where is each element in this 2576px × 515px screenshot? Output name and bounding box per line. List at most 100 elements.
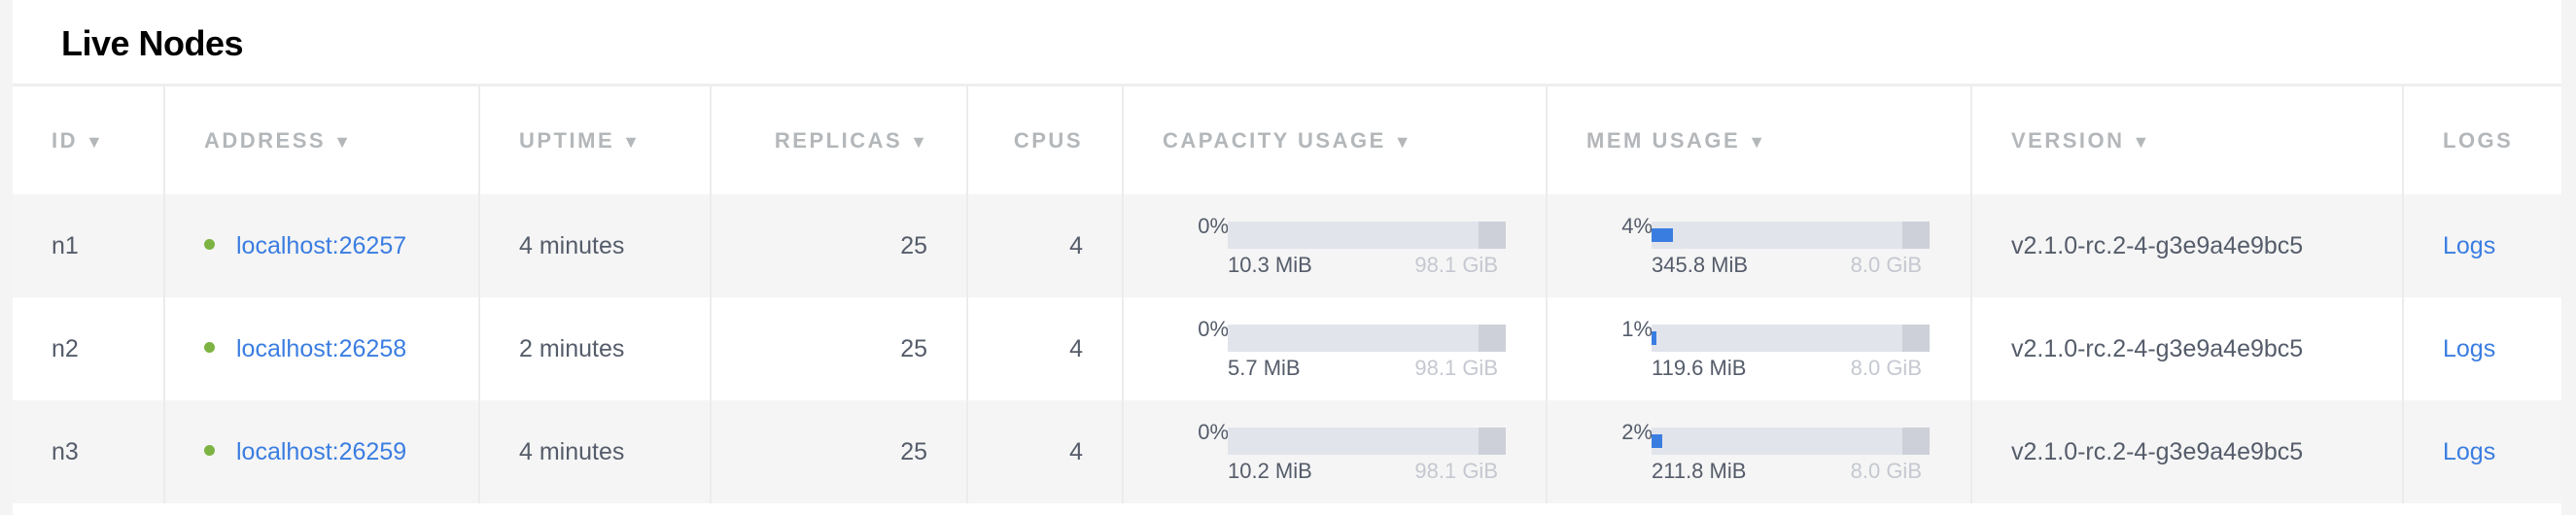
- uptime: 4 minutes: [478, 400, 711, 503]
- logs-cell: Logs: [2402, 194, 2561, 297]
- column-header-capacity-usage[interactable]: CAPACITY USAGE ▼: [1122, 86, 1547, 194]
- column-header-cpus: CPUS: [966, 86, 1123, 194]
- sort-arrow-down-icon[interactable]: ▼: [1748, 131, 1766, 152]
- mem-usage-total: 8.0 GiB: [1850, 459, 1922, 483]
- column-label: REPLICAS: [774, 127, 903, 153]
- column-label: CPUS: [1013, 127, 1083, 153]
- mem-usage-bar-fill: [1652, 331, 1656, 345]
- column-label: ID: [52, 127, 78, 153]
- column-header-uptime[interactable]: UPTIME ▼: [478, 86, 711, 194]
- logs-link[interactable]: Logs: [2443, 231, 2496, 259]
- version: v2.1.0-rc.2-4-g3e9a4e9bc5: [1970, 194, 2403, 297]
- node-id: n1: [52, 231, 79, 259]
- column-label: ADDRESS: [204, 127, 327, 153]
- capacity-usage-total: 98.1 GiB: [1414, 253, 1498, 277]
- page-title: Live Nodes: [61, 23, 244, 63]
- cpus: 4: [966, 297, 1123, 400]
- status-live-dot-icon: [204, 239, 215, 251]
- column-label: UPTIME: [519, 127, 615, 153]
- sort-arrow-down-icon[interactable]: ▼: [2132, 131, 2150, 152]
- address-cell: localhost:26257: [163, 194, 479, 297]
- column-header-replicas[interactable]: REPLICAS ▼: [710, 86, 967, 194]
- node-id: n2: [52, 334, 79, 362]
- cpus: 4: [966, 194, 1123, 297]
- mem-usage-used: 119.6 MiB: [1652, 356, 1747, 380]
- capacity-usage-total: 98.1 GiB: [1414, 356, 1498, 380]
- mem-usage-bar: [1652, 325, 1930, 352]
- replicas: 25: [710, 194, 967, 297]
- status-live-dot-icon: [204, 342, 215, 354]
- node-address-link[interactable]: localhost:26259: [236, 437, 407, 465]
- capacity-usage-bar-cap: [1479, 325, 1506, 352]
- version: v2.1.0-rc.2-4-g3e9a4e9bc5: [1970, 297, 2403, 400]
- version: v2.1.0-rc.2-4-g3e9a4e9bc5: [1970, 400, 2403, 503]
- node-address-link[interactable]: localhost:26257: [236, 231, 407, 259]
- column-header-id[interactable]: ID ▼: [13, 86, 164, 194]
- capacity-usage-used: 10.2 MiB: [1228, 459, 1312, 483]
- column-header-logs: LOGS: [2402, 86, 2561, 194]
- logs-link[interactable]: Logs: [2443, 334, 2496, 362]
- sort-arrow-down-icon[interactable]: ▼: [910, 131, 927, 152]
- column-header-mem-usage[interactable]: MEM USAGE ▼: [1546, 86, 1971, 194]
- column-label: LOGS: [2443, 127, 2514, 153]
- column-header-address[interactable]: ADDRESS ▼: [163, 86, 479, 194]
- nodes-table: ID ▼ ADDRESS ▼ UPTIME ▼ REPLICAS ▼ CPUS CAPACITY …: [13, 86, 2561, 503]
- status-live-dot-icon: [204, 445, 215, 457]
- capacity-usage-cell: 0% 10.3 MiB 98.1 GiB: [1122, 194, 1547, 297]
- logs-cell: Logs: [2402, 297, 2561, 400]
- mem-usage-bar: [1652, 428, 1930, 455]
- table-row: n1 localhost:26257 4 minutes 25 4 0% 10.…: [13, 194, 2561, 297]
- capacity-usage-cell: 0% 5.7 MiB 98.1 GiB: [1122, 297, 1547, 400]
- node-address-link[interactable]: localhost:26258: [236, 334, 407, 362]
- column-label: CAPACITY USAGE: [1163, 127, 1386, 153]
- mem-usage-bar-cap: [1902, 222, 1930, 249]
- column-label: VERSION: [2011, 127, 2125, 153]
- mem-usage-used: 211.8 MiB: [1652, 459, 1747, 483]
- mem-usage-cell: 1% 119.6 MiB 8.0 GiB: [1546, 297, 1971, 400]
- capacity-usage-total: 98.1 GiB: [1414, 459, 1498, 483]
- capacity-usage-bar: [1228, 222, 1506, 249]
- mem-usage-percent: 1%: [1621, 317, 1653, 341]
- sort-arrow-down-icon[interactable]: ▼: [1393, 131, 1411, 152]
- replicas: 25: [710, 297, 967, 400]
- capacity-usage-percent: 0%: [1198, 420, 1229, 444]
- logs-link[interactable]: Logs: [2443, 437, 2496, 465]
- live-nodes-panel: Live Nodes ID ▼ ADDRESS ▼ UPTIME ▼ REPLICAS ▼ CP…: [13, 0, 2561, 515]
- address-cell: localhost:26259: [163, 400, 479, 503]
- capacity-usage-percent: 0%: [1198, 214, 1229, 238]
- divider: [13, 84, 2561, 86]
- mem-usage-total: 8.0 GiB: [1850, 356, 1922, 380]
- table-header: ID ▼ ADDRESS ▼ UPTIME ▼ REPLICAS ▼ CPUS CAPACITY …: [13, 86, 2561, 194]
- mem-usage-bar-cap: [1902, 428, 1930, 455]
- node-id: n3: [52, 437, 79, 465]
- capacity-usage-percent: 0%: [1198, 317, 1229, 341]
- mem-usage-bar-fill: [1652, 434, 1662, 448]
- capacity-usage-used: 10.3 MiB: [1228, 253, 1312, 277]
- table-row: n3 localhost:26259 4 minutes 25 4 0% 10.…: [13, 400, 2561, 503]
- sort-arrow-down-icon[interactable]: ▼: [333, 131, 351, 152]
- mem-usage-bar-fill: [1652, 228, 1673, 242]
- logs-cell: Logs: [2402, 400, 2561, 503]
- sort-arrow-down-icon[interactable]: ▼: [86, 131, 103, 152]
- table-row: n2 localhost:26258 2 minutes 25 4 0% 5.7…: [13, 297, 2561, 400]
- capacity-usage-bar: [1228, 428, 1506, 455]
- mem-usage-used: 345.8 MiB: [1652, 253, 1749, 277]
- uptime: 2 minutes: [478, 297, 711, 400]
- mem-usage-total: 8.0 GiB: [1850, 253, 1922, 277]
- column-header-version[interactable]: VERSION ▼: [1970, 86, 2403, 194]
- capacity-usage-cell: 0% 10.2 MiB 98.1 GiB: [1122, 400, 1547, 503]
- mem-usage-percent: 4%: [1621, 214, 1653, 238]
- capacity-usage-bar: [1228, 325, 1506, 352]
- replicas: 25: [710, 400, 967, 503]
- sort-arrow-down-icon[interactable]: ▼: [622, 131, 640, 152]
- mem-usage-bar: [1652, 222, 1930, 249]
- mem-usage-bar-cap: [1902, 325, 1930, 352]
- uptime: 4 minutes: [478, 194, 711, 297]
- address-cell: localhost:26258: [163, 297, 479, 400]
- capacity-usage-bar-cap: [1479, 428, 1506, 455]
- mem-usage-cell: 2% 211.8 MiB 8.0 GiB: [1546, 400, 1971, 503]
- column-label: MEM USAGE: [1586, 127, 1741, 153]
- mem-usage-cell: 4% 345.8 MiB 8.0 GiB: [1546, 194, 1971, 297]
- cpus: 4: [966, 400, 1123, 503]
- capacity-usage-bar-cap: [1479, 222, 1506, 249]
